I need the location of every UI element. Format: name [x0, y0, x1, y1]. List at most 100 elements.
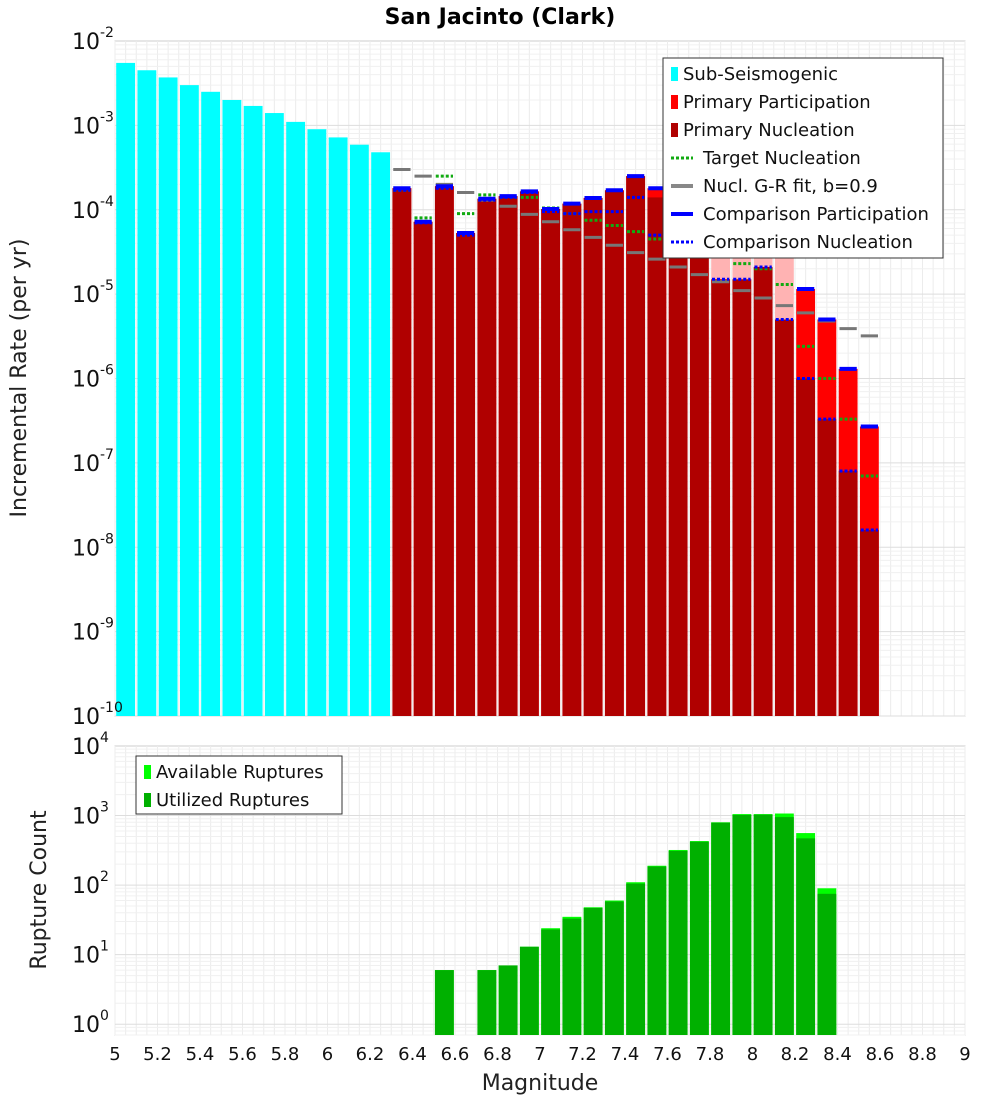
rate-bars	[116, 62, 879, 717]
y-tick-label: 10-3	[72, 109, 114, 139]
x-tick-label: 5.2	[143, 1044, 172, 1065]
primary-nucleation-bar	[647, 197, 667, 717]
count-bars	[434, 813, 837, 1035]
utilized-ruptures-bar	[498, 965, 518, 1035]
primary-nucleation-bar	[774, 319, 794, 716]
count-y-ticks: 100 101 102 103 104	[72, 730, 109, 1038]
sub-seismogenic-bar	[349, 144, 369, 717]
primary-nucleation-bar	[711, 279, 731, 716]
chart-title: San Jacinto (Clark)	[385, 5, 616, 30]
x-tick-label: 7.8	[696, 1044, 725, 1065]
x-tick-label: 6	[322, 1044, 333, 1065]
sub-seismogenic-bar	[179, 85, 199, 716]
primary-nucleation-bar	[753, 266, 773, 716]
comparison-participation-legend-label: Comparison Participation	[703, 204, 929, 225]
utilized-ruptures-bar	[541, 929, 561, 1035]
x-tick-label: 5.8	[271, 1044, 300, 1065]
sub-seismogenic-bar	[137, 70, 157, 716]
primary-nucleation-bar	[519, 191, 539, 717]
sub-seismogenic-swatch	[671, 67, 678, 81]
y-tick-label: 100	[72, 1008, 109, 1038]
sub-seismogenic-bar	[264, 113, 284, 716]
rate-legend: Sub-Seismogenic Primary Participation Prim…	[662, 57, 944, 259]
x-tick-label: 6.2	[356, 1044, 385, 1065]
x-tick-label: 6.4	[398, 1044, 427, 1065]
rate-y-ticks: 10-10 10-9 10-8 10-7 10-6 10-5 10-4 10-3 10-2	[72, 25, 123, 730]
x-tick-label: 5	[109, 1044, 120, 1065]
y-tick-label: 10-4	[72, 194, 114, 224]
primary-nucleation-swatch	[671, 123, 678, 137]
primary-participation-legend-label: Primary Participation	[683, 92, 871, 113]
primary-nucleation-bar	[668, 239, 688, 716]
rate-y-axis-label: Incremental Rate (per yr)	[7, 239, 32, 518]
sub-seismogenic-bar	[222, 99, 242, 717]
y-tick-label: 10-6	[72, 363, 114, 393]
utilized-ruptures-bar	[583, 907, 603, 1035]
y-tick-label: 10-8	[72, 531, 114, 561]
y-tick-label: 10-5	[72, 278, 114, 308]
primary-nucleation-bar	[838, 471, 858, 716]
y-tick-label: 104	[72, 730, 109, 760]
primary-participation-swatch	[671, 95, 678, 109]
y-tick-label: 10-2	[72, 25, 114, 55]
utilized-ruptures-bar	[562, 918, 582, 1035]
primary-nucleation-bar	[392, 188, 412, 717]
available-ruptures-swatch	[144, 765, 151, 779]
utilized-ruptures-bar	[647, 866, 667, 1035]
x-tick-label: 8.2	[781, 1044, 810, 1065]
sub-seismogenic-bar	[243, 105, 263, 717]
utilized-ruptures-legend-label: Utilized Ruptures	[156, 790, 309, 811]
primary-nucleation-legend-label: Primary Nucleation	[683, 120, 855, 141]
utilized-ruptures-bar	[434, 970, 454, 1035]
x-axis-ticks: 5 5.2 5.4 5.6 5.8 6 6.2 6.4 6.6 6.8 7 7.2 7.4 7.6 7.8 8…	[109, 1044, 970, 1065]
sub-seismogenic-bar	[158, 77, 178, 716]
primary-nucleation-bar	[541, 209, 561, 716]
comparison-nucleation-legend-label: Comparison Nucleation	[703, 232, 913, 253]
primary-nucleation-bar	[434, 186, 454, 716]
y-tick-label: 10-7	[72, 447, 114, 477]
count-legend-box	[135, 755, 343, 815]
utilized-ruptures-bar	[817, 893, 837, 1035]
utilized-ruptures-bar	[477, 970, 497, 1035]
x-tick-label: 6.8	[483, 1044, 512, 1065]
x-tick-label: 7.2	[568, 1044, 597, 1065]
y-tick-label: 101	[72, 939, 109, 969]
utilized-ruptures-bar	[796, 838, 816, 1035]
rate-legend-box	[662, 57, 944, 259]
utilized-ruptures-bar	[774, 817, 794, 1035]
utilized-ruptures-bar	[626, 883, 646, 1035]
primary-nucleation-bar	[732, 279, 752, 716]
utilized-ruptures-bar	[604, 901, 624, 1035]
primary-nucleation-bar	[626, 176, 646, 716]
utilized-ruptures-bar	[519, 946, 539, 1035]
sub-seismogenic-bar	[201, 91, 221, 716]
y-tick-label: 103	[72, 800, 109, 830]
utilized-ruptures-bar	[689, 841, 709, 1035]
primary-nucleation-bar	[477, 198, 497, 717]
rate-panel: 10-10 10-9 10-8 10-7 10-6 10-5 10-4 10-3 10-2 In…	[7, 25, 966, 730]
x-tick-label: 8.4	[823, 1044, 852, 1065]
x-tick-label: 8	[747, 1044, 758, 1065]
x-tick-label: 5.4	[186, 1044, 215, 1065]
primary-nucleation-bar	[498, 196, 518, 716]
primary-nucleation-bar	[456, 233, 476, 716]
count-legend: Available Ruptures Utilized Ruptures	[135, 755, 343, 815]
primary-nucleation-bar	[859, 530, 879, 716]
sub-seismogenic-bar	[371, 152, 391, 716]
primary-nucleation-bar	[796, 378, 816, 716]
primary-nucleation-bar	[689, 253, 709, 716]
utilized-ruptures-bar	[668, 850, 688, 1035]
available-ruptures-legend-label: Available Ruptures	[156, 762, 324, 783]
target-nucleation-legend-label: Target Nucleation	[702, 148, 861, 169]
x-axis-label: Magnitude	[482, 1071, 599, 1096]
rupture-count-panel: 100 101 102 103 104 5 5.2 5.4 5.6 5.8 6 6.2 6.4 6.6 6…	[27, 730, 971, 1096]
count-y-axis-label: Rupture Count	[27, 810, 52, 970]
x-tick-label: 6.6	[441, 1044, 470, 1065]
x-tick-label: 9	[959, 1044, 970, 1065]
nucl-g-r-fit-b-0-9-legend-label: Nucl. G-R fit, b=0.9	[703, 176, 878, 197]
y-tick-label: 10-10	[72, 700, 123, 730]
utilized-ruptures-bar	[753, 814, 773, 1035]
sub-seismogenic-legend-label: Sub-Seismogenic	[683, 64, 838, 85]
x-tick-label: 7	[534, 1044, 545, 1065]
primary-nucleation-bar	[562, 203, 582, 717]
